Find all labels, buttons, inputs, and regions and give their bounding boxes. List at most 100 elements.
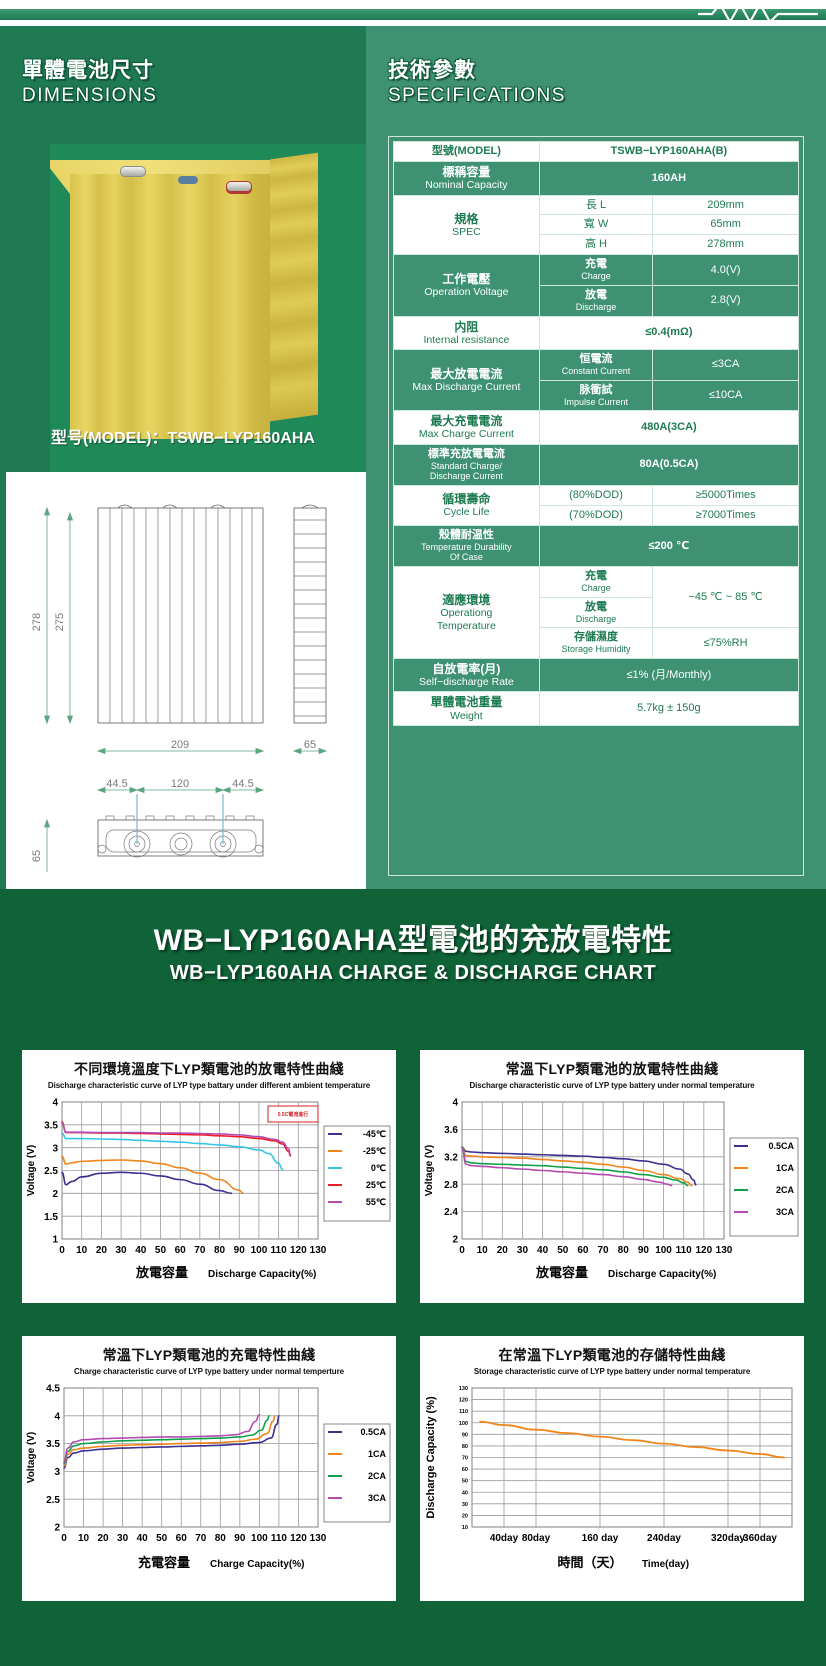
- dimensions-title-en: DIMENSIONS: [22, 85, 158, 106]
- svg-text:4: 4: [52, 1098, 58, 1109]
- cell-nominal-label-cn: 標稱容量: [442, 164, 491, 179]
- svg-text:4: 4: [452, 1098, 458, 1109]
- svg-text:4.5: 4.5: [46, 1384, 60, 1395]
- y-axis-label: Discharge Capacity (%): [425, 1396, 437, 1519]
- svg-text:20: 20: [462, 1513, 468, 1519]
- chart-section-title: WB−LYP160AHA型電池的充放電特性 WB−LYP160AHA CHARG…: [0, 915, 826, 985]
- cell-sdr-label-en: Self−discharge Rate: [418, 675, 514, 688]
- svg-text:3: 3: [54, 1467, 60, 1478]
- chart-section-title-en: WB−LYP160AHA CHARGE & DISCHARGE CHART: [169, 962, 657, 984]
- cell-humidity-label: 存儲濕度 Storage Humidity: [538, 627, 654, 659]
- specifications-title: 技術參數 SPECIFICATIONS: [388, 54, 566, 107]
- cell-temp-durability-label: 殼體耐温性 Temperature Durability Of Case: [393, 524, 540, 568]
- cell-cc-label-cn: 恒電流: [579, 353, 613, 366]
- cell-tdc-label-en1: Temperature Durability: [421, 541, 512, 552]
- cell-humidity-label-en: Storage Humidity: [561, 644, 631, 655]
- svg-text:3.6: 3.6: [444, 1125, 458, 1136]
- svg-text:4: 4: [54, 1411, 60, 1422]
- svg-text:100: 100: [459, 1421, 468, 1427]
- chart-card-discharge-temperature: 不同環境溫度下LYP類電池的放電特性曲綫 Discharge character…: [22, 1050, 396, 1303]
- table-row-spec-length: 規格 SPEC 長 L 209mm: [393, 194, 799, 256]
- chart-card-storage: 在常溫下LYP類電池的存儲特性曲綫 Storage characteristic…: [420, 1336, 804, 1601]
- svg-text:70: 70: [195, 1533, 207, 1544]
- dim-terminal-left: 44.5: [106, 778, 127, 790]
- cell-impulse-current-label: 脉衝試 Impulse Current: [538, 379, 654, 412]
- svg-text:40: 40: [135, 1245, 147, 1256]
- svg-text:30: 30: [462, 1502, 468, 1508]
- chart3-subtitle: Charge characteristic curve of LYP type …: [74, 1367, 344, 1376]
- cell-spec-label-cn: 規格: [454, 211, 479, 226]
- dim-height-overall: 278: [31, 613, 43, 631]
- cell-charge-value: 4.0(V): [652, 254, 799, 286]
- specifications-title-en: SPECIFICATIONS: [388, 85, 566, 106]
- table-row-self-discharge: 自放電率(月) Self−discharge Rate ≤1% (月/Month…: [393, 657, 800, 693]
- svg-text:160 day: 160 day: [582, 1533, 619, 1544]
- cell-standard-current-label: 標準充放電電流 Standard Charge/ Discharge Curre…: [393, 443, 540, 486]
- svg-text:2.5: 2.5: [46, 1495, 60, 1506]
- legend-label: 0.5CA: [768, 1141, 794, 1151]
- cell-opt-charge-label: 充電 Charge: [538, 566, 654, 598]
- svg-text:50: 50: [155, 1245, 167, 1256]
- chart4-subtitle: Storage characteristic curve of LYP type…: [473, 1367, 751, 1376]
- cell-discharge-label-cn: 放電: [584, 288, 607, 301]
- svg-text:70: 70: [194, 1245, 206, 1256]
- cell-ic-label-cn: 脉衝試: [579, 383, 613, 396]
- x-axis-label-en: Time(day): [642, 1559, 689, 1570]
- svg-text:20: 20: [96, 1245, 108, 1256]
- cell-charge-label: 充電 Charge: [538, 254, 654, 286]
- svg-text:240day: 240day: [647, 1533, 681, 1544]
- svg-text:40: 40: [537, 1245, 549, 1256]
- svg-text:130: 130: [310, 1245, 327, 1256]
- cell-weight-label: 單體電池重量 Weight: [393, 691, 540, 726]
- positive-terminal-icon: [226, 181, 252, 192]
- chart2-plot: 22.42.83.23.640 10 20 30 40 50 60 70 80 90 100 110 1…: [424, 1098, 799, 1280]
- cell-opt-label-en2: Temperature: [436, 619, 496, 632]
- cell-temp-durability-value: ≤200 ℃: [538, 524, 800, 568]
- svg-text:80: 80: [214, 1245, 226, 1256]
- svg-text:110: 110: [676, 1245, 693, 1256]
- legend-label: 0.5CA: [360, 1427, 386, 1437]
- svg-text:70: 70: [462, 1456, 468, 1462]
- cell-cc-label-en: Constant Current: [561, 366, 631, 377]
- svg-text:60: 60: [462, 1467, 468, 1473]
- top-decoration-bar: [0, 0, 826, 26]
- cell-length-value: 209mm: [652, 194, 799, 216]
- svg-text:20: 20: [98, 1533, 110, 1544]
- svg-text:110: 110: [271, 1533, 288, 1544]
- svg-text:3.2: 3.2: [444, 1152, 458, 1163]
- cell-opt-label-en1: Operationg: [440, 607, 493, 620]
- dim-base-height: 65: [31, 850, 43, 862]
- svg-text:100: 100: [251, 1533, 268, 1544]
- chart2-subtitle: Discharge characteristic curve of LYP ty…: [469, 1081, 755, 1090]
- dim-length: 209: [171, 739, 189, 751]
- chart2-title: 常溫下LYP類電池的放電特性曲綫: [505, 1061, 719, 1077]
- cell-std-label-en2: Discharge Current: [429, 471, 503, 482]
- cell-discharge-label-en: Discharge: [575, 301, 617, 312]
- legend-label: -25℃: [363, 1146, 386, 1156]
- dim-terminal-center: 120: [171, 778, 189, 790]
- svg-text:50: 50: [557, 1245, 569, 1256]
- legend-label: 2CA: [776, 1185, 795, 1195]
- cell-ir-label-en: Internal resistance: [423, 333, 510, 346]
- chart4-plot: 10 20 30 40 50 60 70 80 90 100 110 120 130 40day 80day…: [425, 1386, 793, 1570]
- cell-opt-discharge-cn: 放電: [584, 600, 607, 613]
- cell-dod80-value: ≥5000Times: [652, 484, 799, 506]
- chart3-title: 常溫下LYP類電池的充電特性曲綫: [102, 1347, 316, 1363]
- legend-label: 1CA: [368, 1449, 387, 1459]
- table-row-max-charge-current: 最大充電電流 Max Charge Current 480A(3CA): [393, 410, 800, 445]
- cell-operating-temp-label: 適應環境 Operationg Temperature: [393, 566, 540, 659]
- svg-text:70: 70: [598, 1245, 610, 1256]
- cell-discharge-label: 放電 Discharge: [538, 284, 654, 317]
- svg-text:80: 80: [618, 1245, 630, 1256]
- cell-charge-label-cn: 充電: [584, 258, 607, 271]
- svg-text:2.5: 2.5: [44, 1166, 58, 1177]
- svg-text:110: 110: [271, 1245, 288, 1256]
- cell-operating-temp-value: −45 ℃ ~ 85 ℃: [652, 566, 799, 629]
- svg-text:40: 40: [137, 1533, 149, 1544]
- battery-side-face: [270, 152, 318, 422]
- svg-text:2.8: 2.8: [444, 1180, 458, 1191]
- svg-text:110: 110: [459, 1409, 468, 1415]
- cell-opt-charge-cn: 充電: [584, 570, 607, 583]
- legend-label: 1CA: [776, 1163, 795, 1173]
- svg-text:60: 60: [176, 1533, 188, 1544]
